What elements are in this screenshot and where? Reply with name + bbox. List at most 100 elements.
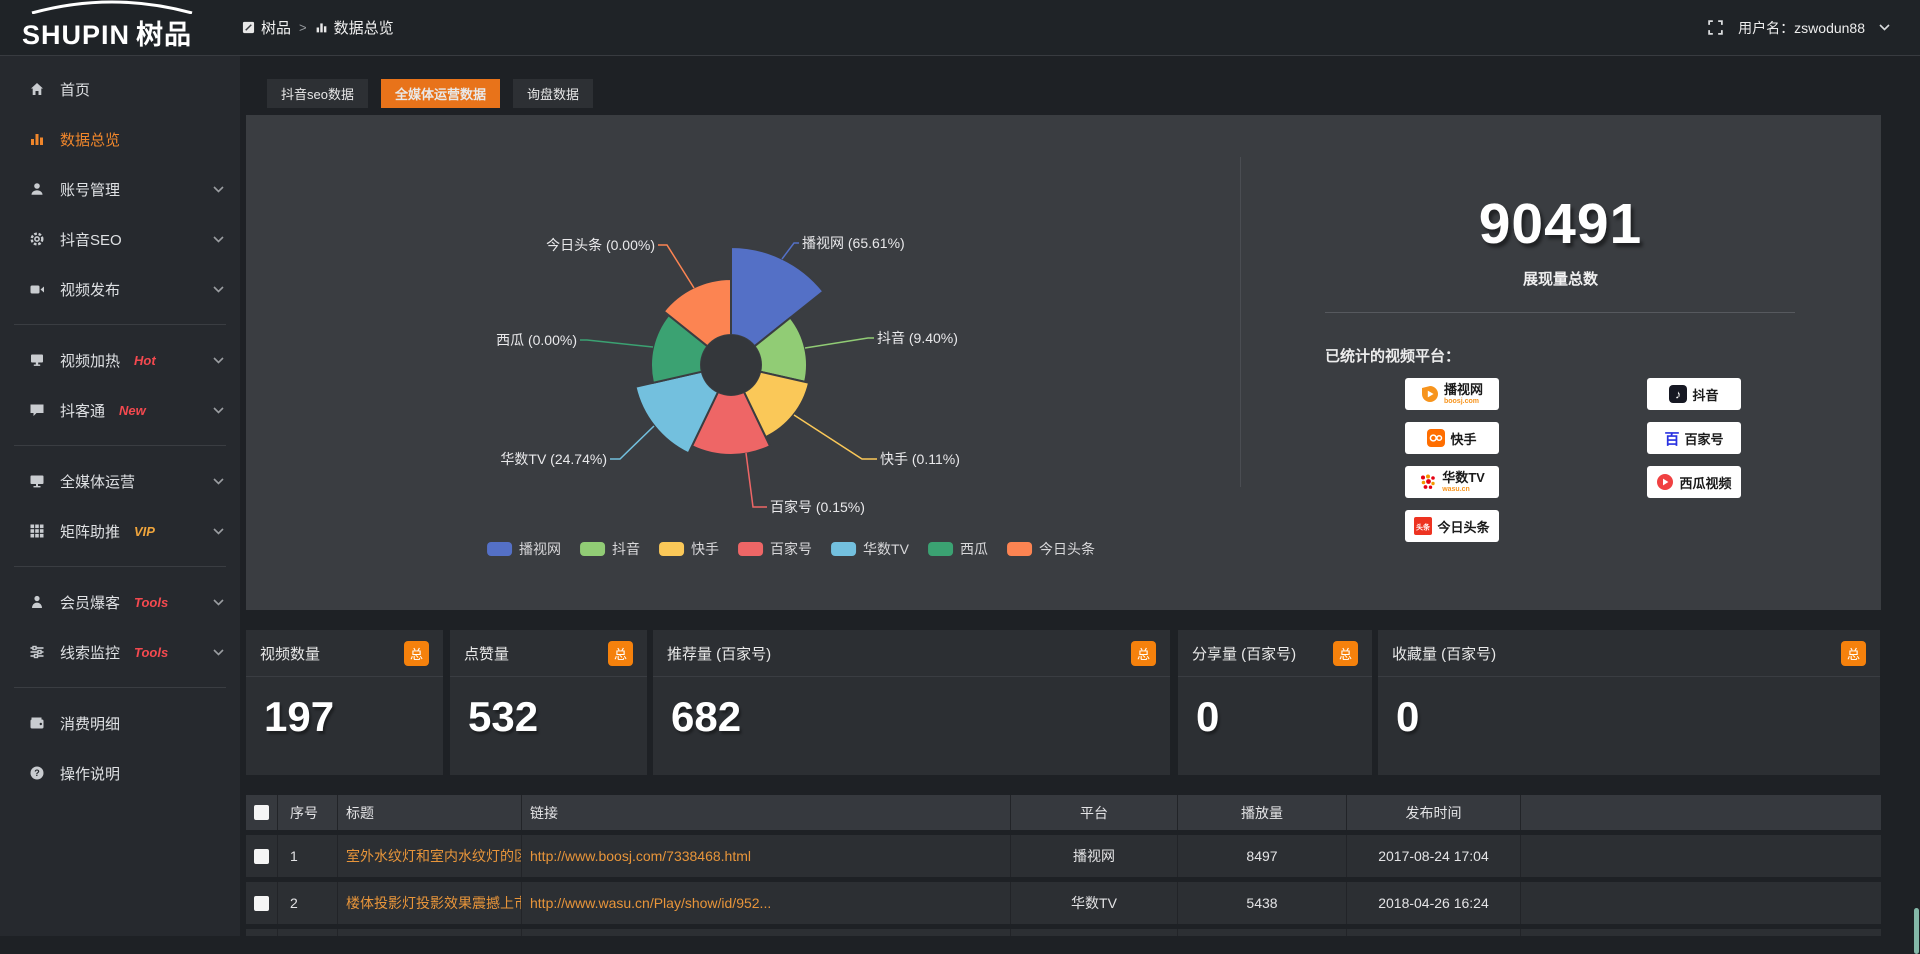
sidebar-divider [14, 566, 226, 567]
legend-item-washutv[interactable]: 华数TV [831, 539, 909, 559]
legend-item-kuaishou[interactable]: 快手 [659, 539, 719, 559]
stat-card-shares: 分享量 (百家号)总 0 [1178, 630, 1372, 775]
username-label[interactable]: 用户名：zswodun88 [1738, 18, 1865, 38]
platform-badges-right: ♪ 抖音 百 百家号 西瓜视频 [1647, 378, 1741, 498]
legend-item-xigua[interactable]: 西瓜 [928, 539, 988, 559]
chevron-down-icon [213, 407, 224, 414]
table-row: 1 室外水纹灯和室内水纹灯的区别和简介 http://www.boosj.com… [246, 835, 1881, 877]
sidebar-item-member-burst[interactable]: 会员爆客 Tools [0, 577, 240, 627]
logo-arc-icon [24, 0, 204, 14]
sidebar: 首页 数据总览 账号管理 抖音SEO 视频发布 视频加热 Hot 抖客通 New… [0, 56, 240, 936]
sidebar-item-douyin-seo[interactable]: 抖音SEO [0, 214, 240, 264]
tab-omnimedia-data[interactable]: 全媒体运营数据 [381, 79, 500, 108]
sidebar-item-omnimedia-operation[interactable]: 全媒体运营 [0, 456, 240, 506]
wallet-icon [28, 715, 46, 731]
legend-label: 快手 [691, 539, 719, 559]
sidebar-item-video-heating[interactable]: 视频加热 Hot [0, 335, 240, 385]
sidebar-divider [14, 324, 226, 325]
sidebar-item-spend-details[interactable]: 消费明细 [0, 698, 240, 748]
legend-swatch [659, 542, 684, 556]
legend-item-toutiao[interactable]: 今日头条 [1007, 539, 1095, 559]
row-checkbox[interactable] [254, 896, 269, 911]
stat-card-title: 推荐量 (百家号) [667, 643, 771, 664]
tab-douyin-seo-data[interactable]: 抖音seo数据 [267, 79, 368, 108]
platform-badge-xigua: 西瓜视频 [1647, 466, 1741, 498]
sliders-icon [28, 644, 46, 660]
sidebar-item-data-overview[interactable]: 数据总览 [0, 114, 240, 164]
total-badge: 总 [404, 641, 429, 666]
legend-item-baijiahao[interactable]: 百家号 [738, 539, 812, 559]
chevron-down-icon [213, 528, 224, 535]
sidebar-item-label: 线索监控 [60, 642, 120, 663]
cell-time: 2017-08-24 17:04 [1347, 835, 1521, 877]
pie-label-washutv: 华数TV (24.74%) [500, 452, 607, 466]
pie-label-boshiwang: 播视网 (65.61%) [802, 236, 905, 250]
fullscreen-icon[interactable] [1707, 19, 1724, 36]
tab-inquiry-data[interactable]: 询盘数据 [513, 79, 593, 108]
cell-url-link[interactable]: http://www.wasu.cn/Play/show/id/952... [522, 882, 1011, 924]
legend-label: 今日头条 [1039, 539, 1095, 559]
cell-title-link[interactable]: 楼体投影灯投影效果震撼上市 [338, 882, 522, 924]
platform-name: 抖音 [1692, 385, 1718, 404]
tools-badge: Tools [134, 595, 168, 610]
row-checkbox[interactable] [254, 849, 269, 864]
chevron-down-icon [213, 649, 224, 656]
legend-label: 西瓜 [960, 539, 988, 559]
bar-chart-icon [28, 131, 46, 147]
sidebar-item-home[interactable]: 首页 [0, 64, 240, 114]
sidebar-item-label: 抖音SEO [60, 229, 122, 250]
stat-card-title: 分享量 (百家号) [1192, 643, 1296, 664]
scrollbar-thumb[interactable] [1914, 908, 1919, 954]
cell-filler [1521, 835, 1881, 877]
total-impressions-value: 90491 [1240, 191, 1881, 257]
pie-label-kuaishou: 快手 (0.11%) [880, 452, 960, 466]
stat-card-favorites: 收藏量 (百家号)总 0 [1378, 630, 1880, 775]
dashboard-icon [242, 21, 255, 34]
pie-center-hole [701, 335, 761, 395]
sidebar-item-label: 视频加热 [60, 350, 120, 371]
question-circle-icon: ? [28, 765, 46, 781]
chevron-down-icon [213, 478, 224, 485]
sidebar-item-doutketong[interactable]: 抖客通 New [0, 385, 240, 435]
breadcrumb-separator: > [299, 20, 307, 35]
gear-icon [28, 231, 46, 247]
legend-item-boshiwang[interactable]: 播视网 [487, 539, 561, 559]
breadcrumb-current: 数据总览 [315, 17, 394, 38]
table-row: 2 楼体投影灯投影效果震撼上市 http://www.wasu.cn/Play/… [246, 882, 1881, 924]
platform-badge-kuaishou: 快手 [1405, 422, 1499, 454]
sidebar-item-matrix-boost[interactable]: 矩阵助推 VIP [0, 506, 240, 556]
sidebar-item-label: 矩阵助推 [60, 521, 120, 542]
chevron-down-icon[interactable] [1879, 24, 1890, 31]
video-data-table: 序号 标题 链接 平台 播放量 发布时间 1 室外水纹灯和室内水纹灯的区别和简介… [246, 795, 1881, 936]
platform-name: 华数TV [1442, 471, 1485, 484]
main-content: 抖音seo数据 全媒体运营数据 询盘数据 播视网 (65.61%) 抖音 (9.… [240, 56, 1920, 936]
sidebar-item-help[interactable]: ? 操作说明 [0, 748, 240, 798]
breadcrumb-root-label: 树品 [261, 17, 291, 38]
cell-url-link[interactable]: http://www.boosj.com/7338468.html [522, 835, 1011, 877]
xigua-icon [1656, 473, 1674, 491]
stat-card-likes: 点赞量总 532 [450, 630, 647, 775]
home-icon [28, 81, 46, 97]
sidebar-item-label: 抖客通 [60, 400, 105, 421]
cell-sn: 1 [278, 835, 338, 877]
sidebar-item-video-publish[interactable]: 视频发布 [0, 264, 240, 314]
breadcrumb-root[interactable]: 树品 [242, 17, 291, 38]
grid-icon [28, 523, 46, 539]
legend-label: 百家号 [770, 539, 812, 559]
stat-cards-row: 视频数量总 197 点赞量总 532 推荐量 (百家号)总 682 分享量 (百… [246, 630, 1880, 775]
stat-card-value: 197 [246, 677, 443, 757]
select-all-checkbox[interactable] [254, 805, 269, 820]
total-impressions-label: 展现量总数 [1240, 268, 1881, 289]
legend-item-douyin[interactable]: 抖音 [580, 539, 640, 559]
logo-main: SHUPIN [22, 20, 130, 50]
sidebar-item-lead-monitor[interactable]: 线索监控 Tools [0, 627, 240, 677]
platform-badge-toutiao: 头条 今日头条 [1405, 510, 1499, 542]
cell-title-link[interactable]: 室外水纹灯和室内水纹灯的区别和简介 [338, 835, 522, 877]
stat-card-video-count: 视频数量总 197 [246, 630, 443, 775]
display-icon [28, 352, 46, 368]
sidebar-item-account-management[interactable]: 账号管理 [0, 164, 240, 214]
total-badge: 总 [1841, 641, 1866, 666]
topbar-right: 用户名：zswodun88 [1707, 18, 1890, 38]
column-header-link: 链接 [522, 795, 1011, 830]
